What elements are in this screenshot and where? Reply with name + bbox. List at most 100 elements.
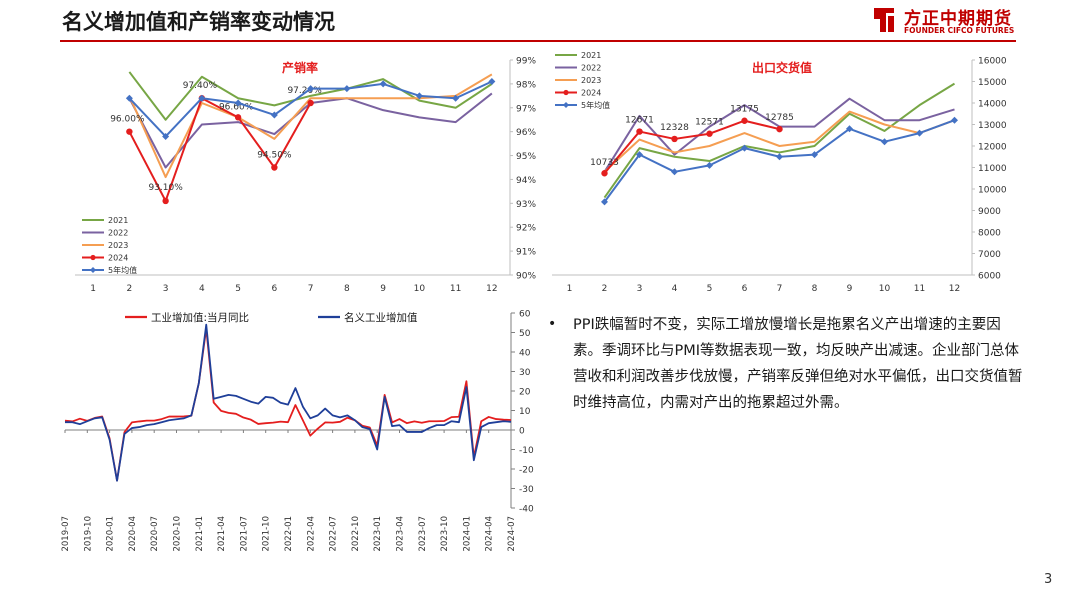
- data-point-5年均值: [307, 85, 315, 93]
- y-tick-label: 16000: [978, 57, 1007, 67]
- series-line-2024: [128, 97, 312, 202]
- x-tick-label: 3: [637, 284, 643, 294]
- x-tick-label: 2020-01: [106, 516, 116, 552]
- data-point-5年均值: [488, 78, 496, 85]
- x-tick-label: 12: [486, 284, 497, 294]
- x-tick-label: 7: [308, 284, 314, 294]
- data-point-5年均值: [776, 153, 783, 161]
- chart-title: 出口交货值: [752, 60, 812, 75]
- y-tick-label: 91%: [516, 248, 536, 258]
- data-label: 12785: [765, 113, 794, 123]
- y-tick-label: -10: [519, 446, 534, 456]
- data-point-2024: [307, 99, 314, 107]
- x-tick-label: 11: [450, 284, 461, 294]
- data-point-5年均值: [415, 92, 423, 100]
- data-label: 12328: [660, 123, 689, 133]
- x-tick-label: 10: [414, 284, 426, 294]
- y-tick-label: 96%: [516, 128, 536, 138]
- x-tick-label: 2024-07: [507, 516, 517, 552]
- x-tick-label: 3: [163, 284, 169, 294]
- x-tick-label: 11: [914, 284, 925, 294]
- legend-marker: [90, 267, 96, 273]
- y-tick-label: 99%: [516, 57, 536, 67]
- data-label: 94.50%: [257, 151, 292, 161]
- legend-label: 5年均值: [108, 265, 137, 275]
- data-label: 10733: [590, 158, 619, 168]
- data-label: 97.20%: [287, 86, 322, 96]
- legend-label: 2023: [108, 241, 128, 250]
- sales-rate-chart: 90%91%92%93%94%95%96%97%98%99%1 2 3 4 5 6 7 8 9 1…: [75, 57, 536, 294]
- logo-mark-icon: [874, 8, 894, 32]
- x-tick-label: 4: [199, 284, 205, 294]
- legend-label: 2021: [108, 216, 128, 225]
- x-tick-label: 2023-07: [418, 516, 428, 552]
- data-point-5年均值: [452, 94, 460, 102]
- y-tick-label: 9000: [978, 207, 1001, 217]
- legend-label: 2022: [108, 229, 128, 238]
- legend-label: 2024: [581, 89, 601, 98]
- x-tick-label: 2021-04: [217, 516, 227, 552]
- y-tick-label: 14000: [978, 100, 1007, 110]
- y-tick-label: 92%: [516, 224, 536, 234]
- x-tick-label: 5: [707, 284, 713, 294]
- x-tick-label: 2021-10: [262, 516, 272, 552]
- series-line-5年均值: [603, 119, 955, 203]
- x-tick-label: 2022-01: [284, 516, 294, 552]
- page-number: 3: [1044, 572, 1053, 587]
- bullet-dot-icon: •: [548, 316, 557, 332]
- data-point-5年均值: [706, 161, 713, 169]
- data-point-5年均值: [636, 151, 643, 159]
- commentary-text: PPI跌幅暂时不变，实际工增放慢增长是拖累名义产出增速的主要因素。季调环比与PM…: [573, 317, 1023, 411]
- x-tick-label: 2022-04: [306, 516, 316, 552]
- data-label: 13175: [730, 105, 759, 115]
- x-tick-label: 8: [812, 284, 818, 294]
- x-tick-label: 2021-07: [239, 516, 249, 552]
- y-tick-label: 6000: [978, 272, 1001, 282]
- data-point-2024: [601, 170, 608, 177]
- y-tick-label: 95%: [516, 152, 536, 162]
- data-label: 97.40%: [183, 81, 218, 91]
- y-tick-label: 13000: [978, 121, 1007, 131]
- x-tick-label: 9: [847, 284, 853, 294]
- x-tick-label: 2023-01: [373, 516, 383, 552]
- data-point-5年均值: [125, 94, 133, 102]
- x-tick-label: 9: [380, 284, 386, 294]
- series-line-2024: [603, 119, 780, 174]
- x-tick-label: 4: [672, 284, 678, 294]
- y-tick-label: 0: [519, 427, 525, 437]
- y-tick-label: 40: [519, 349, 531, 359]
- x-tick-label: 2024-01: [462, 516, 472, 552]
- series-line-2021: [603, 82, 956, 199]
- legend-label: 5年均值: [581, 100, 610, 110]
- data-point-2024: [706, 130, 713, 137]
- x-tick-label: 6: [272, 284, 278, 294]
- legend-label: 2022: [581, 64, 601, 73]
- data-point-2024: [162, 197, 169, 205]
- x-tick-label: 2022-10: [351, 516, 361, 552]
- chart-title: 产销率: [282, 60, 318, 75]
- x-tick-label: 2022-07: [329, 516, 339, 552]
- x-tick-label: 6: [742, 284, 748, 294]
- x-tick-label: 2019-10: [83, 516, 93, 552]
- x-tick-label: 2020-07: [150, 516, 160, 552]
- industrial-value-chart: -40 -30 -20 -10 0 10 20 30 40 50 60 2019-07 2019-10 2…: [61, 310, 534, 552]
- legend-label: 工业增加值:当月同比: [151, 311, 249, 324]
- y-tick-label: 30: [519, 368, 531, 378]
- data-point-2024: [776, 125, 783, 133]
- legend-label: 2023: [581, 76, 601, 85]
- y-tick-label: 20: [519, 388, 531, 398]
- data-point-5年均值: [601, 198, 608, 206]
- y-tick-label: 15000: [978, 78, 1007, 88]
- y-tick-label: 93%: [516, 200, 536, 210]
- logo-english-name: FOUNDER CIFCO FUTURES: [904, 26, 1015, 35]
- data-point-5年均值: [198, 94, 206, 102]
- data-point-5年均值: [916, 129, 923, 137]
- data-point-5年均值: [951, 116, 958, 124]
- x-tick-label: 10: [879, 284, 891, 294]
- x-tick-label: 1: [90, 284, 96, 294]
- data-label: 12571: [695, 118, 724, 128]
- x-tick-label: 2020-04: [128, 516, 138, 552]
- data-point-2024: [741, 117, 748, 124]
- x-tick-label: 2019-07: [61, 516, 71, 552]
- series-line-名义工业增加值: [65, 323, 512, 482]
